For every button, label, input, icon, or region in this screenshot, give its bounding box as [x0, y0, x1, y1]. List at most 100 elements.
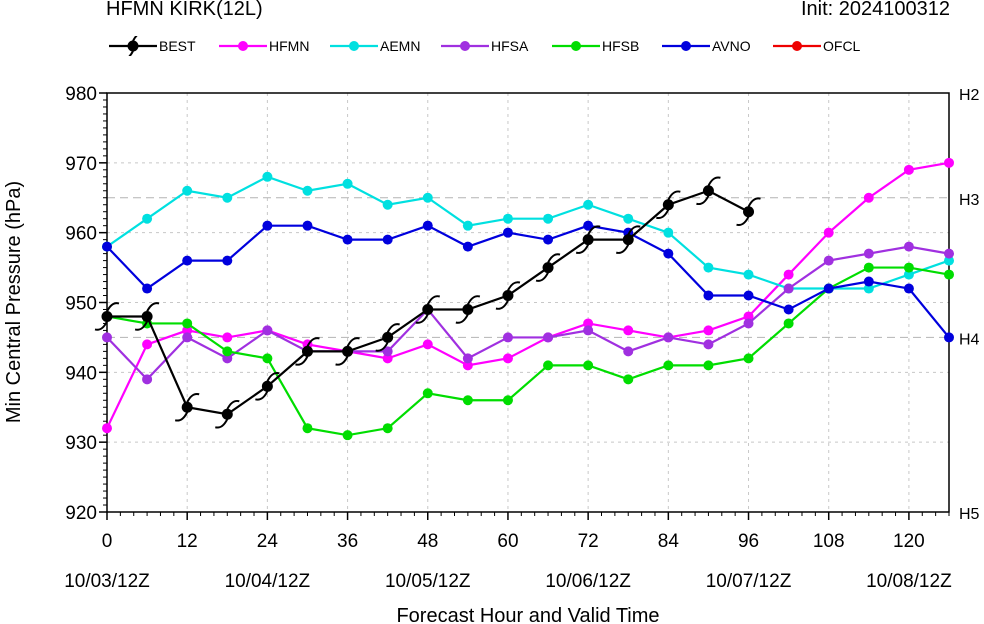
- hurricane-arm: [226, 399, 240, 410]
- data-point: [422, 339, 433, 350]
- data-point: [543, 234, 554, 245]
- data-point: [502, 395, 513, 406]
- data-point: [863, 276, 874, 287]
- hurricane-arm: [547, 253, 561, 264]
- data-point: [262, 220, 273, 231]
- data-point: [743, 311, 754, 322]
- x-date-label: 10/07/12Z: [706, 571, 792, 592]
- data-point: [703, 290, 714, 301]
- series-line: [106, 266, 950, 437]
- data-point: [182, 255, 193, 266]
- data-point: [703, 339, 714, 350]
- data-point: [903, 164, 914, 175]
- hurricane-arm: [736, 216, 750, 227]
- legend-marker: [681, 41, 691, 51]
- data-point: [535, 253, 561, 282]
- hurricane-core: [702, 185, 714, 197]
- legend-swatch: [330, 41, 378, 51]
- data-point: [863, 248, 874, 259]
- category-label: H4: [959, 331, 980, 348]
- data-point: [375, 323, 400, 352]
- hurricane-arm: [146, 302, 160, 312]
- data-point: [382, 199, 393, 210]
- hurricane-arm: [335, 355, 349, 366]
- data-point: [462, 241, 473, 252]
- series-line: [106, 224, 950, 339]
- data-point: [382, 353, 393, 364]
- legend-swatch: [773, 41, 821, 51]
- legend-swatch: [441, 41, 489, 51]
- hurricane-arm: [255, 390, 269, 401]
- data-point: [623, 374, 634, 385]
- data-point: [502, 227, 513, 238]
- category-label: H3: [959, 192, 980, 209]
- data-point: [382, 346, 393, 357]
- y-tick-label: 960: [65, 224, 97, 245]
- data-point: [663, 332, 674, 343]
- data-point: [142, 374, 153, 385]
- data-point: [455, 295, 481, 324]
- legend-label: OFCL: [823, 38, 861, 54]
- data-point: [495, 281, 521, 310]
- hurricane-arm: [466, 295, 481, 305]
- axis-ticks: [99, 92, 950, 520]
- hurricane-arm: [535, 272, 549, 282]
- data-point: [182, 185, 193, 196]
- legend-label: AEMN: [380, 38, 421, 54]
- data-point: [182, 332, 193, 343]
- data-point: [462, 220, 473, 231]
- hurricane-arm: [106, 302, 120, 312]
- x-tick-label: 60: [497, 531, 518, 552]
- data-point: [382, 234, 393, 245]
- x-tick-label: 36: [337, 531, 358, 552]
- data-point: [174, 392, 200, 422]
- hurricane-arm: [134, 321, 148, 331]
- data-point: [342, 178, 353, 189]
- data-point: [863, 283, 874, 294]
- x-axis-label: Forecast Hour and Valid Time: [396, 605, 659, 624]
- hurricane-core: [462, 303, 474, 315]
- data-point: [736, 197, 761, 227]
- hurricane-arm: [346, 337, 360, 347]
- data-point: [944, 157, 954, 168]
- data-point: [663, 360, 674, 371]
- data-point: [262, 325, 273, 336]
- data-point: [543, 360, 554, 371]
- legend-swatch: [552, 41, 600, 51]
- x-tick-label: 84: [658, 531, 680, 552]
- data-point: [623, 346, 634, 357]
- legend-item-hfmn: HFMN: [218, 36, 309, 56]
- data-point: [502, 332, 513, 343]
- data-point: [823, 255, 834, 266]
- legend-swatch: [662, 41, 710, 51]
- data-point: [302, 423, 313, 434]
- series-line: [106, 245, 950, 381]
- hurricane-core: [101, 310, 113, 322]
- legend-label: HFSA: [491, 38, 529, 54]
- legend-item-hfsa: HFSA: [440, 36, 528, 56]
- data-point: [783, 269, 794, 280]
- data-point: [215, 399, 240, 429]
- legend-label: AVNO: [712, 38, 751, 54]
- data-point: [222, 332, 233, 343]
- hurricane-arm: [656, 209, 670, 220]
- category-label: H5: [959, 506, 980, 523]
- hurricane-core: [342, 345, 354, 357]
- data-point: [583, 325, 594, 336]
- legend-item-ofcl: OFCL: [772, 36, 860, 56]
- data-point: [783, 304, 794, 315]
- hurricane-core: [141, 310, 153, 322]
- hurricane-core: [261, 380, 273, 392]
- data-point: [502, 353, 513, 364]
- data-point: [743, 353, 754, 364]
- y-tick-label: 950: [65, 294, 97, 315]
- hurricane-arm: [375, 341, 389, 352]
- data-point: [102, 423, 112, 434]
- hurricane-arm: [507, 281, 521, 291]
- legend-label: HFSB: [602, 38, 640, 54]
- data-point: [743, 269, 754, 280]
- data-point: [382, 423, 393, 434]
- legend-label: BEST: [159, 38, 196, 54]
- init-time: Init: 2024100312: [800, 0, 950, 20]
- legend-swatch: [219, 41, 267, 51]
